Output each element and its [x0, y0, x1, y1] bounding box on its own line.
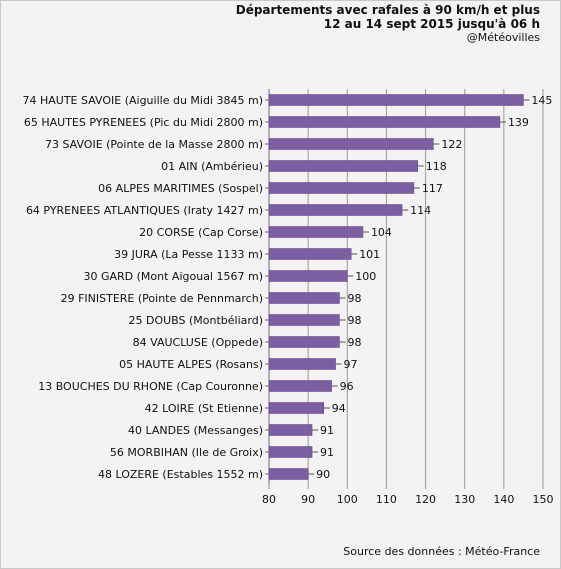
- bar: [268, 292, 340, 304]
- x-tick-label: 140: [493, 493, 514, 506]
- x-tick-label: 130: [454, 493, 475, 506]
- bar: [268, 424, 313, 436]
- data-source: Source des données : Météo-France: [343, 545, 540, 558]
- chart-credit: @Météovilles: [466, 31, 540, 44]
- bar: [268, 380, 332, 392]
- data-label: 118: [426, 160, 447, 173]
- category-label: 56 MORBIHAN (Ile de Groix): [110, 446, 263, 459]
- plot-area: [269, 89, 543, 485]
- x-tick-label: 100: [337, 493, 358, 506]
- category-label: 64 PYRENEES ATLANTIQUES (Iraty 1427 m): [26, 204, 263, 217]
- x-tick-label: 90: [301, 493, 315, 506]
- bar: [268, 160, 418, 172]
- data-label: 98: [347, 314, 361, 327]
- data-label: 122: [441, 138, 462, 151]
- category-label: 13 BOUCHES DU RHONE (Cap Couronne): [38, 380, 263, 393]
- data-label: 90: [316, 468, 330, 481]
- category-label: 65 HAUTES PYRENEES (Pic du Midi 2800 m): [24, 116, 263, 129]
- bar: [268, 94, 524, 106]
- chart-title: Départements avec rafales à 90 km/h et p…: [235, 3, 540, 17]
- data-label: 96: [340, 380, 354, 393]
- data-label: 94: [332, 402, 346, 415]
- x-tick-label: 120: [415, 493, 436, 506]
- bar: [268, 402, 325, 414]
- data-label: 91: [320, 424, 334, 437]
- category-label: 30 GARD (Mont Aigoual 1567 m): [83, 270, 263, 283]
- category-label: 73 SAVOIE (Pointe de la Masse 2800 m): [45, 138, 263, 151]
- bar: [268, 336, 340, 348]
- bar: [268, 446, 313, 458]
- category-label: 42 LOIRE (St Etienne): [145, 402, 263, 415]
- category-label: 74 HAUTE SAVOIE (Aiguille du Midi 3845 m…: [23, 94, 264, 107]
- x-tick-label: 80: [262, 493, 276, 506]
- bar: [268, 138, 434, 150]
- bar: [268, 248, 352, 260]
- data-label: 104: [371, 226, 392, 239]
- category-label: 40 LANDES (Messanges): [128, 424, 263, 437]
- data-label: 114: [410, 204, 431, 217]
- bar: [268, 204, 403, 216]
- bar: [268, 314, 340, 326]
- bar: [268, 468, 309, 480]
- category-label: 01 AIN (Ambérieu): [161, 160, 263, 173]
- category-label: 20 CORSE (Cap Corse): [139, 226, 263, 239]
- data-label: 100: [355, 270, 376, 283]
- bar: [268, 358, 336, 370]
- data-label: 97: [344, 358, 358, 371]
- category-label: 48 LOZERE (Estables 1552 m): [98, 468, 263, 481]
- category-label: 06 ALPES MARITIMES (Sospel): [98, 182, 263, 195]
- category-label: 25 DOUBS (Montbéliard): [128, 314, 263, 327]
- data-label: 98: [347, 336, 361, 349]
- category-label: 84 VAUCLUSE (Oppede): [133, 336, 263, 349]
- data-label: 117: [422, 182, 443, 195]
- data-label: 145: [531, 94, 552, 107]
- category-label: 29 FINISTERE (Pointe de Pennmarch): [61, 292, 263, 305]
- category-label: 39 JURA (La Pesse 1133 m): [114, 248, 263, 261]
- data-label: 98: [347, 292, 361, 305]
- category-label: 05 HAUTE ALPES (Rosans): [119, 358, 263, 371]
- bar: [268, 116, 501, 128]
- data-label: 91: [320, 446, 334, 459]
- x-tick-label: 110: [376, 493, 397, 506]
- bar: [268, 270, 348, 282]
- x-tick-label: 150: [533, 493, 554, 506]
- chart-subtitle: 12 au 14 sept 2015 jusqu'à 06 h: [323, 17, 540, 31]
- bar: [268, 226, 364, 238]
- data-label: 101: [359, 248, 380, 261]
- data-label: 139: [508, 116, 529, 129]
- bar: [268, 182, 415, 194]
